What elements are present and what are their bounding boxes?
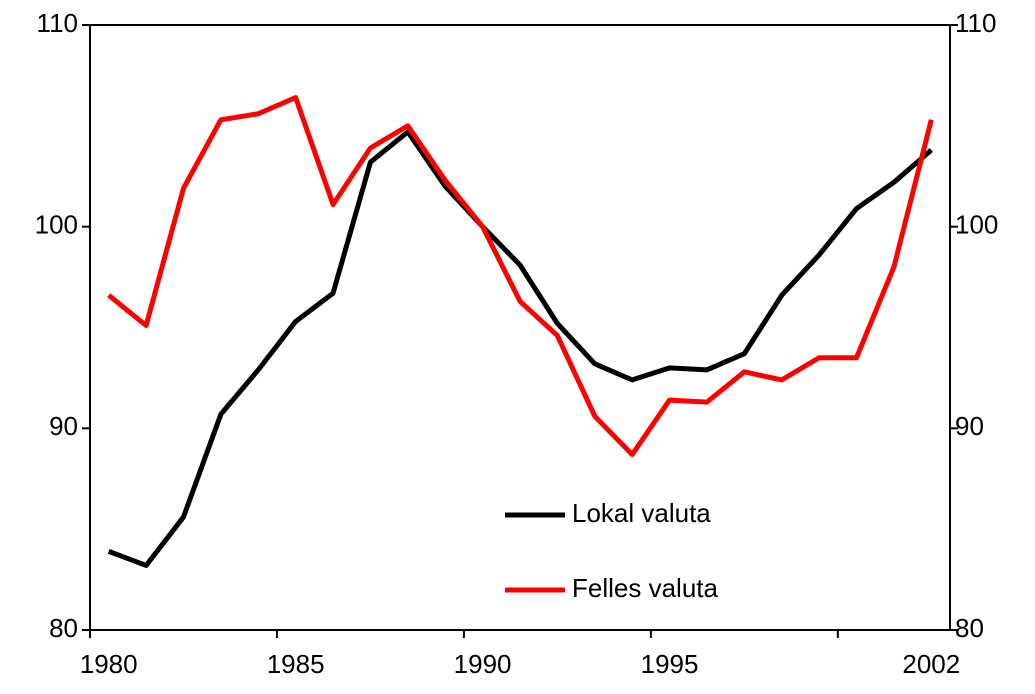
y2-tick-label: 80 — [955, 613, 984, 643]
plot-frame — [89, 24, 951, 631]
y-tick-label: 90 — [49, 411, 78, 441]
y2-tick-label: 110 — [955, 8, 996, 38]
y-tick-label: 80 — [49, 613, 78, 643]
series-line — [107, 95, 934, 458]
x-tick-label: 1995 — [641, 649, 699, 679]
legend-label: Felles valuta — [572, 573, 718, 603]
x-tick-label: 1980 — [80, 649, 138, 679]
y-tick-label: 100 — [35, 210, 78, 240]
legend-label: Lokal valuta — [572, 498, 711, 528]
series-line — [107, 129, 933, 568]
y2-tick-label: 90 — [955, 411, 984, 441]
x-tick-label: 1990 — [454, 649, 512, 679]
y-tick-label: 110 — [37, 8, 78, 38]
x-tick-label: 1985 — [267, 649, 325, 679]
y2-tick-label: 100 — [955, 210, 998, 240]
x-tick-label: 2002 — [902, 649, 960, 679]
